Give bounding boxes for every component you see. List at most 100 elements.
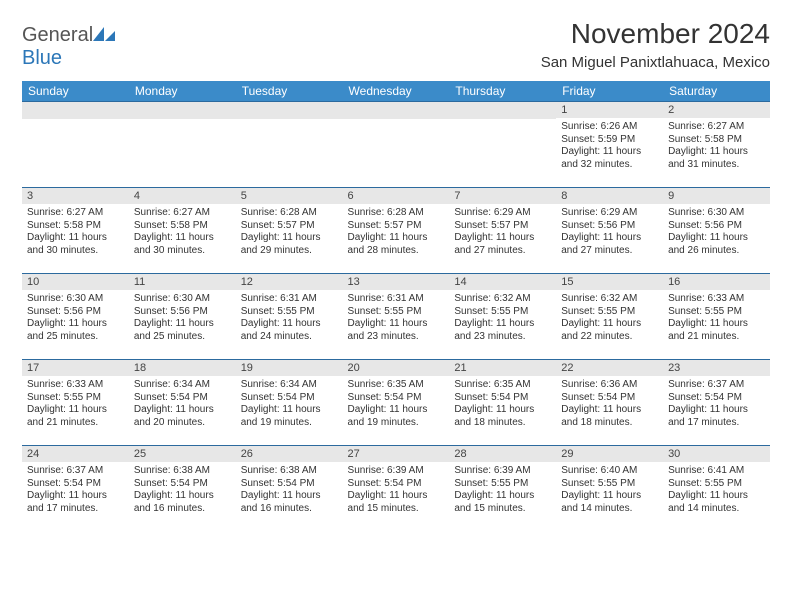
day-body: Sunrise: 6:34 AMSunset: 5:54 PMDaylight:… (129, 376, 236, 432)
month-title: November 2024 (541, 18, 770, 50)
day-body: Sunrise: 6:30 AMSunset: 5:56 PMDaylight:… (663, 204, 770, 260)
daylight-text-2: and 29 minutes. (241, 245, 338, 258)
daylight-text-1: Daylight: 11 hours (134, 490, 231, 503)
sunrise-text: Sunrise: 6:37 AM (668, 379, 765, 392)
sunrise-text: Sunrise: 6:28 AM (241, 207, 338, 220)
sunrise-text: Sunrise: 6:35 AM (454, 379, 551, 392)
calendar-table: Sunday Monday Tuesday Wednesday Thursday… (22, 81, 770, 532)
calendar-cell: 12Sunrise: 6:31 AMSunset: 5:55 PMDayligh… (236, 274, 343, 360)
sunset-text: Sunset: 5:56 PM (561, 220, 658, 233)
sunrise-text: Sunrise: 6:26 AM (561, 121, 658, 134)
calendar-cell: 16Sunrise: 6:33 AMSunset: 5:55 PMDayligh… (663, 274, 770, 360)
day-body: Sunrise: 6:40 AMSunset: 5:55 PMDaylight:… (556, 462, 663, 518)
day-body: Sunrise: 6:34 AMSunset: 5:54 PMDaylight:… (236, 376, 343, 432)
sunrise-text: Sunrise: 6:33 AM (27, 379, 124, 392)
sunset-text: Sunset: 5:59 PM (561, 134, 658, 147)
calendar-cell: 22Sunrise: 6:36 AMSunset: 5:54 PMDayligh… (556, 360, 663, 446)
calendar-cell: 30Sunrise: 6:41 AMSunset: 5:55 PMDayligh… (663, 446, 770, 532)
sunrise-text: Sunrise: 6:31 AM (348, 293, 445, 306)
day-number: 26 (236, 446, 343, 462)
calendar-cell: 29Sunrise: 6:40 AMSunset: 5:55 PMDayligh… (556, 446, 663, 532)
sunrise-text: Sunrise: 6:27 AM (27, 207, 124, 220)
day-body: Sunrise: 6:33 AMSunset: 5:55 PMDaylight:… (22, 376, 129, 432)
calendar-cell: 2Sunrise: 6:27 AMSunset: 5:58 PMDaylight… (663, 102, 770, 188)
sunrise-text: Sunrise: 6:29 AM (454, 207, 551, 220)
day-number: 10 (22, 274, 129, 290)
daylight-text-2: and 28 minutes. (348, 245, 445, 258)
day-number: 21 (449, 360, 556, 376)
dayheader-mon: Monday (129, 81, 236, 102)
calendar-cell: 3Sunrise: 6:27 AMSunset: 5:58 PMDaylight… (22, 188, 129, 274)
day-body: Sunrise: 6:27 AMSunset: 5:58 PMDaylight:… (129, 204, 236, 260)
day-body: Sunrise: 6:41 AMSunset: 5:55 PMDaylight:… (663, 462, 770, 518)
empty-day-bar (22, 102, 129, 119)
day-number: 13 (343, 274, 450, 290)
sunset-text: Sunset: 5:55 PM (348, 306, 445, 319)
day-number: 19 (236, 360, 343, 376)
daylight-text-1: Daylight: 11 hours (241, 490, 338, 503)
sunset-text: Sunset: 5:54 PM (241, 392, 338, 405)
day-number: 8 (556, 188, 663, 204)
logo: General Blue (22, 24, 115, 70)
daylight-text-2: and 17 minutes. (27, 503, 124, 516)
daylight-text-1: Daylight: 11 hours (668, 490, 765, 503)
sunset-text: Sunset: 5:54 PM (348, 392, 445, 405)
calendar-page: General Blue November 2024 San Miguel Pa… (0, 0, 792, 612)
calendar-cell (22, 102, 129, 188)
sunrise-text: Sunrise: 6:41 AM (668, 465, 765, 478)
sunrise-text: Sunrise: 6:38 AM (134, 465, 231, 478)
calendar-cell: 14Sunrise: 6:32 AMSunset: 5:55 PMDayligh… (449, 274, 556, 360)
empty-day-bar (236, 102, 343, 119)
daylight-text-2: and 16 minutes. (134, 503, 231, 516)
title-block: November 2024 San Miguel Panixtlahuaca, … (541, 18, 770, 77)
day-body: Sunrise: 6:38 AMSunset: 5:54 PMDaylight:… (236, 462, 343, 518)
daylight-text-1: Daylight: 11 hours (27, 318, 124, 331)
logo-text-blue: Blue (22, 47, 62, 69)
sunrise-text: Sunrise: 6:28 AM (348, 207, 445, 220)
daylight-text-1: Daylight: 11 hours (561, 232, 658, 245)
sunset-text: Sunset: 5:56 PM (27, 306, 124, 319)
calendar-cell (236, 102, 343, 188)
calendar-cell: 18Sunrise: 6:34 AMSunset: 5:54 PMDayligh… (129, 360, 236, 446)
sunset-text: Sunset: 5:54 PM (241, 478, 338, 491)
day-number: 11 (129, 274, 236, 290)
daylight-text-2: and 19 minutes. (241, 417, 338, 430)
sunset-text: Sunset: 5:55 PM (454, 478, 551, 491)
day-body: Sunrise: 6:31 AMSunset: 5:55 PMDaylight:… (236, 290, 343, 346)
calendar-cell: 11Sunrise: 6:30 AMSunset: 5:56 PMDayligh… (129, 274, 236, 360)
day-body: Sunrise: 6:28 AMSunset: 5:57 PMDaylight:… (343, 204, 450, 260)
calendar-cell: 26Sunrise: 6:38 AMSunset: 5:54 PMDayligh… (236, 446, 343, 532)
daylight-text-1: Daylight: 11 hours (668, 318, 765, 331)
calendar-row: 17Sunrise: 6:33 AMSunset: 5:55 PMDayligh… (22, 360, 770, 446)
daylight-text-2: and 14 minutes. (561, 503, 658, 516)
daylight-text-1: Daylight: 11 hours (348, 490, 445, 503)
day-body: Sunrise: 6:36 AMSunset: 5:54 PMDaylight:… (556, 376, 663, 432)
calendar-cell: 20Sunrise: 6:35 AMSunset: 5:54 PMDayligh… (343, 360, 450, 446)
sunrise-text: Sunrise: 6:40 AM (561, 465, 658, 478)
daylight-text-1: Daylight: 11 hours (348, 232, 445, 245)
calendar-cell: 7Sunrise: 6:29 AMSunset: 5:57 PMDaylight… (449, 188, 556, 274)
sunset-text: Sunset: 5:55 PM (454, 306, 551, 319)
day-number: 29 (556, 446, 663, 462)
daylight-text-1: Daylight: 11 hours (27, 232, 124, 245)
sunset-text: Sunset: 5:54 PM (134, 392, 231, 405)
calendar-cell: 10Sunrise: 6:30 AMSunset: 5:56 PMDayligh… (22, 274, 129, 360)
empty-day-bar (343, 102, 450, 119)
daylight-text-1: Daylight: 11 hours (668, 404, 765, 417)
sunset-text: Sunset: 5:55 PM (27, 392, 124, 405)
sunset-text: Sunset: 5:58 PM (27, 220, 124, 233)
day-header-row: Sunday Monday Tuesday Wednesday Thursday… (22, 81, 770, 102)
daylight-text-2: and 14 minutes. (668, 503, 765, 516)
day-number: 15 (556, 274, 663, 290)
calendar-cell: 1Sunrise: 6:26 AMSunset: 5:59 PMDaylight… (556, 102, 663, 188)
day-body: Sunrise: 6:39 AMSunset: 5:55 PMDaylight:… (449, 462, 556, 518)
daylight-text-2: and 21 minutes. (27, 417, 124, 430)
daylight-text-1: Daylight: 11 hours (348, 318, 445, 331)
daylight-text-1: Daylight: 11 hours (561, 490, 658, 503)
sunset-text: Sunset: 5:54 PM (454, 392, 551, 405)
day-body: Sunrise: 6:30 AMSunset: 5:56 PMDaylight:… (22, 290, 129, 346)
daylight-text-2: and 24 minutes. (241, 331, 338, 344)
day-body: Sunrise: 6:37 AMSunset: 5:54 PMDaylight:… (663, 376, 770, 432)
sunrise-text: Sunrise: 6:34 AM (134, 379, 231, 392)
location-text: San Miguel Panixtlahuaca, Mexico (541, 54, 770, 71)
